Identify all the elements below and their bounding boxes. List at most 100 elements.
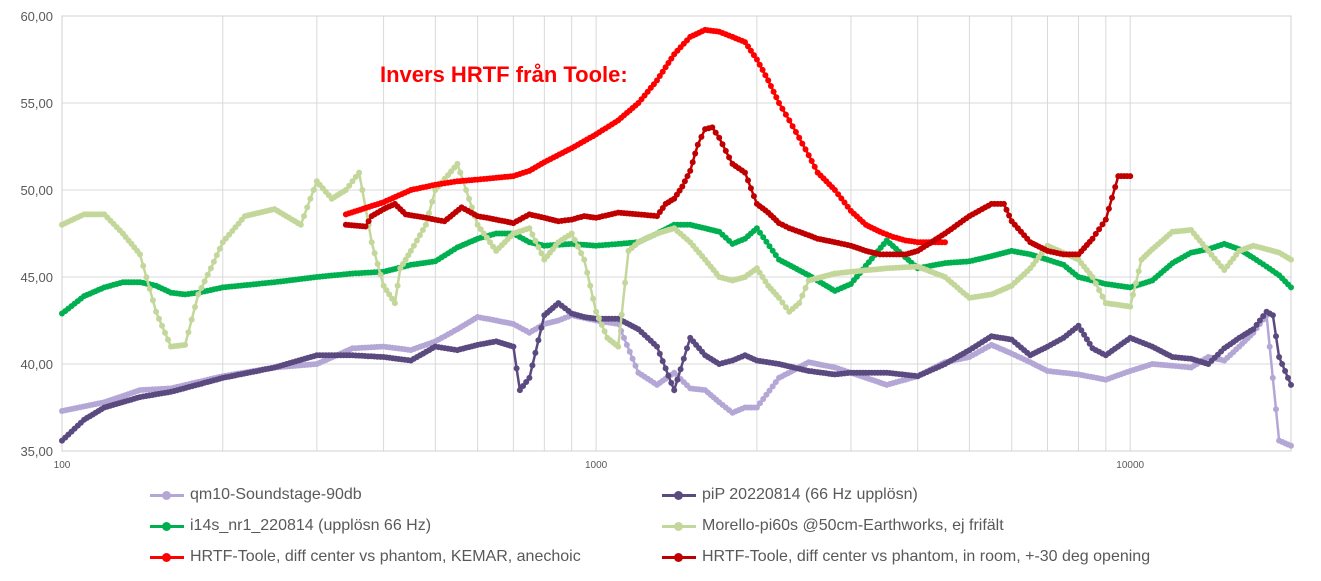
data-point <box>463 187 470 193</box>
data-point <box>510 343 517 350</box>
data-point <box>745 43 751 50</box>
data-point <box>712 129 719 136</box>
series-4 <box>342 26 948 246</box>
data-point <box>1000 200 1007 207</box>
data-point <box>1279 361 1286 367</box>
data-point <box>487 239 493 246</box>
data-point <box>301 213 307 220</box>
data-point <box>483 234 490 241</box>
data-point <box>383 287 390 294</box>
data-point <box>671 387 678 394</box>
data-point <box>397 265 404 272</box>
data-point <box>532 237 539 244</box>
data-point <box>538 250 545 257</box>
data-point <box>365 218 372 225</box>
series-line <box>61 223 1292 315</box>
data-point <box>466 195 472 202</box>
data-point <box>1250 326 1257 333</box>
legend-item-morello[interactable]: Morello-pi60s @50cm-Earthworks, ej frifä… <box>662 513 1004 539</box>
data-point <box>1109 194 1115 201</box>
data-point <box>593 308 600 315</box>
data-point <box>753 56 760 63</box>
legend-item-qm10[interactable]: qm10-Soundstage-90db <box>150 482 362 508</box>
data-point <box>207 265 214 272</box>
data-point <box>380 282 387 289</box>
data-point <box>590 295 597 302</box>
y-tick-label: 60,00 <box>20 9 53 24</box>
chart: 35,00 40,00 45,00 50,00 55,00 60,00 100 1000 100… <box>20 9 1294 471</box>
data-point <box>598 321 605 328</box>
data-point <box>1112 184 1119 190</box>
legend-marker-qm10 <box>150 488 184 502</box>
data-point <box>210 258 217 265</box>
data-point <box>665 372 672 379</box>
legend-item-i14s[interactable]: i14s_nr1_220814 (upplösn 66 Hz) <box>150 513 431 539</box>
data-point <box>722 147 729 154</box>
data-point <box>841 199 848 206</box>
data-point <box>750 52 757 59</box>
data-point <box>1075 322 1082 329</box>
data-point <box>769 383 776 390</box>
data-point <box>513 365 520 372</box>
data-point <box>480 230 487 237</box>
data-point <box>413 237 420 244</box>
series-line <box>61 161 1292 350</box>
data-point <box>796 134 803 141</box>
data-point <box>765 77 772 84</box>
data-point <box>692 150 699 157</box>
data-point <box>802 146 809 153</box>
data-point <box>687 167 694 174</box>
x-tick-label: 100 <box>54 460 71 471</box>
data-point <box>526 225 533 232</box>
series-2 <box>59 221 1294 317</box>
data-point <box>742 169 748 176</box>
data-point <box>756 61 763 68</box>
data-point <box>756 269 763 276</box>
data-point <box>789 123 796 130</box>
data-point <box>759 274 766 280</box>
data-point <box>1256 317 1263 324</box>
data-point <box>216 245 223 252</box>
data-point <box>1273 406 1279 413</box>
legend-label-i14s: i14s_nr1_220814 (upplösn 66 Hz) <box>190 517 432 534</box>
data-point <box>297 221 304 228</box>
data-point <box>1006 212 1013 219</box>
data-point <box>782 304 789 311</box>
data-point <box>1078 327 1085 334</box>
legend-item-hrtf-anechoic[interactable]: HRTF-Toole, diff center vs phantom, KEMA… <box>150 544 581 570</box>
data-point <box>632 362 639 369</box>
data-point <box>584 269 591 276</box>
data-point <box>1081 331 1088 338</box>
data-point <box>1096 226 1103 233</box>
data-point <box>844 203 851 210</box>
data-point <box>419 227 426 233</box>
data-point <box>405 252 412 259</box>
data-point <box>389 295 396 302</box>
data-point <box>1099 293 1106 300</box>
data-point <box>838 195 845 202</box>
data-point <box>1266 343 1273 350</box>
x-tick-label: 1000 <box>585 460 608 471</box>
data-point <box>410 242 417 249</box>
legend-item-hrtf-room[interactable]: HRTF-Toole, diff center vs phantom, in r… <box>662 544 1150 570</box>
data-point <box>1282 368 1289 374</box>
data-point <box>766 243 773 250</box>
data-point <box>677 366 684 373</box>
data-point <box>770 88 777 95</box>
legend-item-pip[interactable]: piP 20220814 (66 Hz upplösn) <box>662 482 918 508</box>
data-point <box>662 365 669 372</box>
data-point <box>568 230 575 237</box>
data-point <box>831 187 838 193</box>
data-point <box>622 279 629 286</box>
legend-label-hrtf-room: HRTF-Toole, diff center vs phantom, in r… <box>702 548 1151 565</box>
data-point <box>942 239 948 246</box>
data-point <box>835 191 842 198</box>
data-point <box>146 285 153 292</box>
data-point <box>1130 291 1136 298</box>
data-point <box>310 187 317 193</box>
data-point <box>762 72 769 79</box>
data-point <box>626 348 633 355</box>
data-point <box>394 282 401 289</box>
data-point <box>1086 340 1093 347</box>
data-point <box>726 154 733 161</box>
